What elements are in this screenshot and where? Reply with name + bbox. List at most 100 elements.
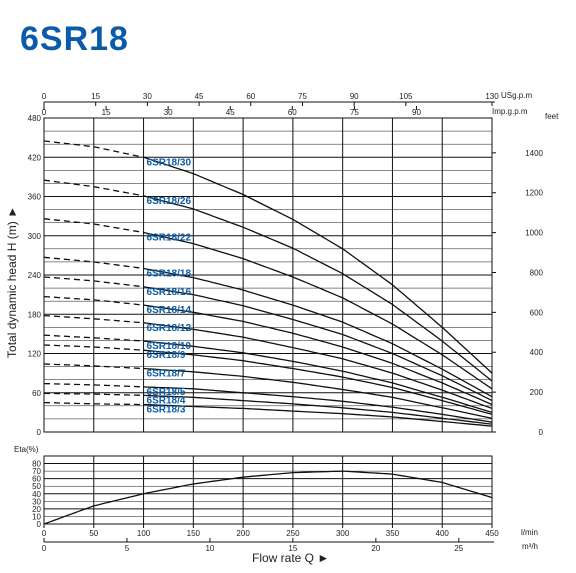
curve-label-5: 6SR18/14 xyxy=(147,305,192,316)
curve-label-7: 6SR18/10 xyxy=(147,341,192,352)
lmin-tick-label: 450 xyxy=(485,529,499,538)
page-title: 6SR18 xyxy=(20,20,129,58)
curve-labels: 6SR18/30 6SR18/26 6SR18/22 6SR18/18 6SR18/16… xyxy=(147,157,192,415)
eta-y-tick-label: 40 xyxy=(32,490,41,499)
curve-solid-12 xyxy=(143,403,493,427)
curve-dashed-12 xyxy=(43,401,144,406)
curve-solid-0 xyxy=(143,156,493,374)
usgpm-tick-label: 60 xyxy=(246,92,255,101)
curve-label-3: 6SR18/18 xyxy=(147,268,192,279)
eta-y-tick-label: 70 xyxy=(32,467,41,476)
curve-solid-4 xyxy=(143,286,493,402)
lmin-tick-label: 350 xyxy=(386,529,400,538)
x-axis-label: Flow rate Q ► xyxy=(252,551,329,565)
head-y-tick-label: 120 xyxy=(28,350,42,359)
feet-tick-label: 200 xyxy=(530,388,544,397)
curve-label-9: 6SR18/7 xyxy=(147,369,186,380)
head-y-tick-label: 360 xyxy=(28,193,42,202)
usgpm-tick-label: 90 xyxy=(350,92,359,101)
feet-tick-label: 1400 xyxy=(525,149,543,158)
usgpm-tick-label: 15 xyxy=(91,92,100,101)
head-curves xyxy=(43,140,493,427)
usgpm-tick-label: 105 xyxy=(399,92,413,101)
feet-tick-label: 600 xyxy=(530,308,544,317)
lmin-unit-label: l/min xyxy=(521,528,538,537)
impgpm-tick-label: 75 xyxy=(350,108,359,117)
curve-dashed-7 xyxy=(43,334,144,342)
y-axis-label: Total dynamic head H (m) ► xyxy=(5,206,19,358)
curve-dashed-8 xyxy=(43,344,144,351)
feet-tick-label: 400 xyxy=(530,348,544,357)
eta-axis-label: Eta(%) xyxy=(14,445,39,454)
impgpm-tick-label: 45 xyxy=(226,108,235,117)
m3h-tick-label: 10 xyxy=(205,544,214,553)
curve-label-6: 6SR18/12 xyxy=(147,323,192,334)
head-y-tick-label: 240 xyxy=(28,271,42,280)
feet-tick-label: 800 xyxy=(530,268,544,277)
usgpm-tick-label: 45 xyxy=(195,92,204,101)
usgpm-tick-label: 30 xyxy=(143,92,152,101)
feet-tick-label: 0 xyxy=(539,428,544,437)
curve-solid-5 xyxy=(143,304,493,406)
curve-label-10: 6SR18/5 xyxy=(147,387,186,398)
head-y-tick-label: 420 xyxy=(28,153,42,162)
curve-dashed-1 xyxy=(43,179,144,197)
curve-dashed-2 xyxy=(43,218,144,234)
head-y-tick-label: 60 xyxy=(32,389,41,398)
feet-tick-label: 1200 xyxy=(525,189,543,198)
curve-solid-9 xyxy=(143,367,493,419)
efficiency-curve xyxy=(43,470,493,525)
head-y-tick-label: 480 xyxy=(28,114,42,123)
lmin-tick-label: 400 xyxy=(436,529,450,538)
lmin-tick-label: 200 xyxy=(236,529,250,538)
eta-curve-line xyxy=(43,470,493,525)
curve-solid-6 xyxy=(143,322,493,410)
grid xyxy=(43,101,496,543)
lmin-tick-label: 150 xyxy=(187,529,201,538)
curve-label-12: 6SR18/3 xyxy=(147,405,186,416)
curve-dashed-4 xyxy=(43,276,144,288)
m3h-tick-label: 0 xyxy=(42,544,47,553)
curve-solid-7 xyxy=(143,340,493,414)
lmin-tick-label: 250 xyxy=(286,529,300,538)
m3h-unit-label: m³/h xyxy=(522,542,538,551)
eta-y-tick-label: 10 xyxy=(32,512,41,521)
curve-dashed-0 xyxy=(43,140,144,158)
curve-dashed-6 xyxy=(43,314,144,324)
curve-solid-11 xyxy=(143,394,493,425)
impgpm-unit-label: Imp.g.p.m xyxy=(492,107,528,116)
curve-label-4: 6SR18/16 xyxy=(147,287,192,298)
curve-solid-2 xyxy=(143,231,493,390)
curve-solid-10 xyxy=(143,386,493,423)
lmin-tick-label: 50 xyxy=(89,529,98,538)
m3h-tick-label: 5 xyxy=(125,544,130,553)
impgpm-tick-label: 15 xyxy=(102,108,111,117)
curve-dashed-10 xyxy=(43,382,144,388)
impgpm-tick-label: 0 xyxy=(42,108,47,117)
usgpm-tick-label: 0 xyxy=(42,92,47,101)
head-y-tick-label: 0 xyxy=(37,428,42,437)
curve-solid-8 xyxy=(143,349,493,415)
usgpm-tick-label: 130 xyxy=(485,92,499,101)
m3h-tick-label: 25 xyxy=(454,544,463,553)
eta-y-tick-label: 60 xyxy=(32,475,41,484)
y-right-axis-label: feet xyxy=(545,112,559,121)
head-y-tick-label: 300 xyxy=(28,232,42,241)
m3h-tick-label: 20 xyxy=(371,544,380,553)
eta-y-tick-label: 20 xyxy=(32,505,41,514)
curve-label-11: 6SR18/4 xyxy=(147,395,186,406)
curve-dashed-5 xyxy=(43,295,144,306)
lmin-tick-label: 100 xyxy=(137,529,151,538)
curve-dashed-9 xyxy=(43,363,144,370)
eta-y-tick-label: 0 xyxy=(37,520,42,529)
eta-y-tick-label: 30 xyxy=(32,497,41,506)
head-y-tick-label: 180 xyxy=(28,310,42,319)
feet-tick-label: 1000 xyxy=(525,229,543,238)
eta-chart-frame xyxy=(43,455,493,525)
lmin-tick-label: 300 xyxy=(336,529,350,538)
curve-label-0: 6SR18/30 xyxy=(147,157,192,168)
curve-dashed-3 xyxy=(43,256,144,270)
lmin-tick-label: 0 xyxy=(42,529,47,538)
eta-y-tick-label: 80 xyxy=(32,460,41,469)
